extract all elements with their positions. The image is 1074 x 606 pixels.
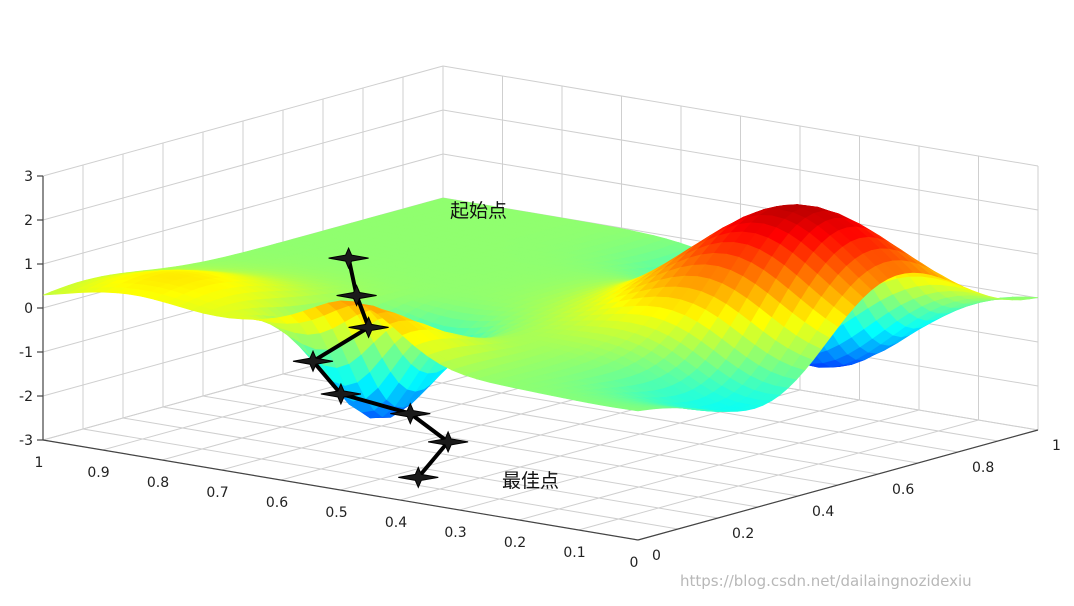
y-tick-label: 0.4 [812,504,834,520]
x-tick-label: 0.4 [385,515,407,531]
z-tick-label: 2 [24,213,33,229]
x-tick-label: 0.8 [147,475,169,491]
z-tick-label: -3 [19,433,33,449]
z-tick-label: 3 [24,169,33,185]
x-tick-label: 0 [630,555,639,571]
z-tick-label: 1 [24,257,33,273]
x-tick-label: 0.7 [206,485,228,501]
y-tick-label: 1 [1052,438,1061,454]
x-tick-label: 0.5 [325,505,347,521]
z-tick-label: -2 [19,389,33,405]
best-point-label: 最佳点 [502,470,559,492]
x-tick-label: 0.9 [87,465,109,481]
x-tick-label: 0.1 [563,545,585,561]
y-tick-label: 0.2 [732,526,754,542]
watermark-text: https://blog.csdn.net/dailaingnozidexiu [680,572,972,590]
y-tick-label: 0.6 [892,482,914,498]
y-tick-label: 0.8 [972,460,994,476]
x-tick-label: 0.6 [266,495,288,511]
x-tick-label: 1 [35,455,44,471]
z-tick-label: -1 [19,345,33,361]
x-tick-label: 0.2 [504,535,526,551]
y-tick-label: 0 [652,548,661,564]
y-axis-line [638,430,1038,540]
start-point-label: 起始点 [450,200,507,222]
x-tick-label: 0.3 [444,525,466,541]
z-tick-label: 0 [24,301,33,317]
surface-layer [43,198,1038,418]
